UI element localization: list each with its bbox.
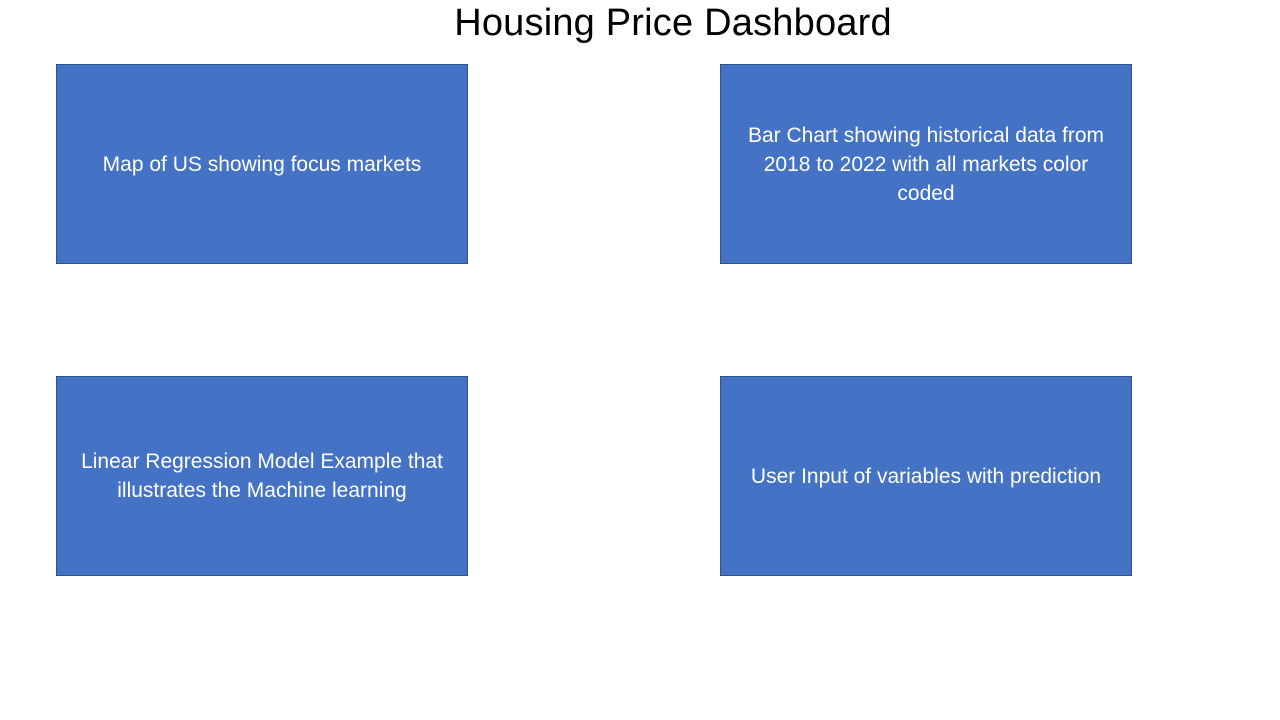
regression-model-panel: Linear Regression Model Example that ill… (56, 376, 468, 576)
user-input-panel: User Input of variables with prediction (720, 376, 1132, 576)
map-panel-label: Map of US showing focus markets (102, 152, 422, 176)
bar-chart-panel-label: Bar Chart showing historical data from 2… (748, 123, 1104, 205)
map-panel: Map of US showing focus markets (56, 64, 468, 264)
user-input-panel-label: User Input of variables with prediction (750, 464, 1102, 488)
bar-chart-panel: Bar Chart showing historical data from 2… (720, 64, 1132, 264)
page-title: Housing Price Dashboard (454, 2, 892, 44)
regression-model-panel-label: Linear Regression Model Example that ill… (81, 450, 443, 502)
